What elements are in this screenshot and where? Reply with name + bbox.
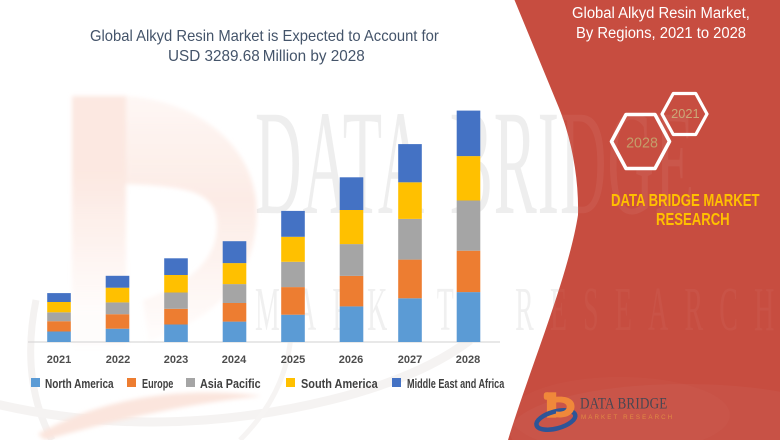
svg-text:2021: 2021	[671, 106, 699, 121]
svg-text:DATA BRIDGE: DATA BRIDGE	[580, 396, 668, 413]
svg-text:2028: 2028	[626, 135, 658, 151]
svg-text:MARKET RESEARCH: MARKET RESEARCH	[581, 414, 674, 421]
